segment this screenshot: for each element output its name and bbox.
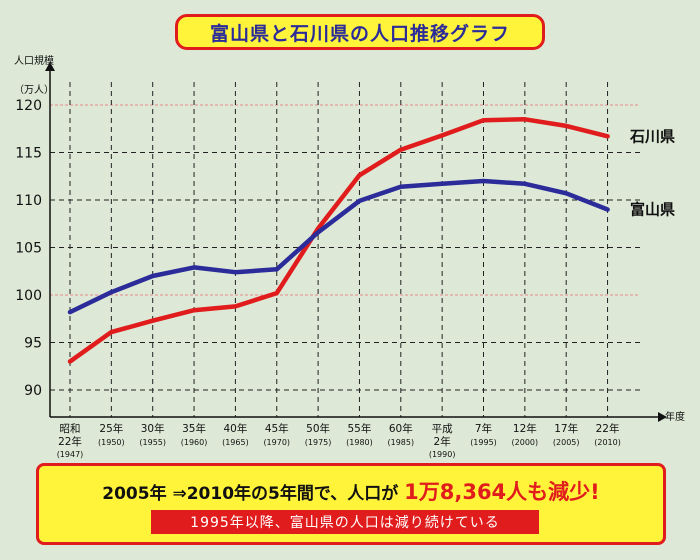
x-tick-year: (2005) xyxy=(553,438,580,447)
x-tick-year: (1975) xyxy=(305,438,332,447)
x-tick-year: (2010) xyxy=(594,438,621,447)
series-label-1: 石川県 xyxy=(629,127,675,145)
x-tick-year: (1990) xyxy=(429,450,456,459)
x-tick-year: (1970) xyxy=(263,438,290,447)
y-tick-label: 105 xyxy=(15,241,42,257)
x-tick-labels: 昭和22年(1947)25年(1950)30年(1955)35年(1960)40… xyxy=(57,422,621,459)
x-tick-label: 22年 xyxy=(596,422,620,435)
x-tick-label: 40年 xyxy=(223,422,247,435)
y-axis-unit: （万人） xyxy=(14,84,54,96)
y-tick-label: 90 xyxy=(24,383,42,399)
x-tick-year: (1985) xyxy=(387,438,414,447)
summary-headline: 2005年 ⇒2010年の5年間で、人口が 1万8,364人も減少! xyxy=(39,476,663,506)
x-tick-label: 2年 xyxy=(434,435,451,448)
x-tick-label: 45年 xyxy=(265,422,289,435)
x-tick-label: 55年 xyxy=(348,422,372,435)
y-axis-label: 人口規模 xyxy=(14,55,54,67)
series-line-1 xyxy=(67,117,610,364)
series-lines xyxy=(67,117,610,364)
summary-headline-text: 2005年 ⇒2010年の5年間で、人口が xyxy=(102,484,399,504)
x-tick-year: (1947) xyxy=(57,450,84,459)
x-tick-year: (2000) xyxy=(512,438,539,447)
x-tick-year: (1955) xyxy=(139,438,166,447)
y-tick-label: 120 xyxy=(15,98,42,114)
x-tick-year: (1995) xyxy=(470,438,497,447)
x-tick-year: (1950) xyxy=(98,438,125,447)
series-label-2: 富山県 xyxy=(630,201,675,219)
summary-highlight: 1万8,364人も減少! xyxy=(404,480,600,504)
y-tick-label: 110 xyxy=(15,193,42,209)
x-tick-label: 30年 xyxy=(141,422,165,435)
x-tick-label: 昭和 xyxy=(60,423,81,435)
chart-title: 富山県と石川県の人口推移グラフ xyxy=(209,22,510,45)
x-axis-arrow xyxy=(658,412,667,422)
x-tick-label: 50年 xyxy=(306,422,330,435)
x-tick-label: 25年 xyxy=(99,422,123,435)
grid-lines xyxy=(50,82,640,417)
x-tick-label: 35年 xyxy=(182,422,206,435)
x-tick-label: 22年 xyxy=(58,435,82,448)
x-tick-year: (1965) xyxy=(222,438,249,447)
x-axis-label: 年度 xyxy=(665,410,685,423)
x-tick-label: 12年 xyxy=(513,422,537,435)
y-tick-labels: 90 95 100 105 110 115 120 xyxy=(15,98,42,399)
y-tick-label: 95 xyxy=(24,336,42,352)
x-tick-label: 7年 xyxy=(475,422,492,435)
series-line-2 xyxy=(67,178,610,315)
y-tick-label: 115 xyxy=(15,146,42,162)
x-tick-year: (1980) xyxy=(346,438,373,447)
y-tick-label: 100 xyxy=(15,288,42,304)
summary-box: 2005年 ⇒2010年の5年間で、人口が 1万8,364人も減少! 1995年… xyxy=(36,463,666,545)
summary-subline: 1995年以降、富山県の人口は減り続けている xyxy=(151,510,539,534)
axes: 人口規模 （万人） 年度 xyxy=(14,55,685,423)
x-tick-label: 17年 xyxy=(554,422,578,435)
x-tick-year: (1960) xyxy=(181,438,208,447)
x-tick-label: 平成 xyxy=(432,423,453,435)
y-axis-arrow xyxy=(45,62,55,71)
x-tick-label: 60年 xyxy=(389,422,413,435)
chart-title-box: 富山県と石川県の人口推移グラフ xyxy=(175,14,545,50)
